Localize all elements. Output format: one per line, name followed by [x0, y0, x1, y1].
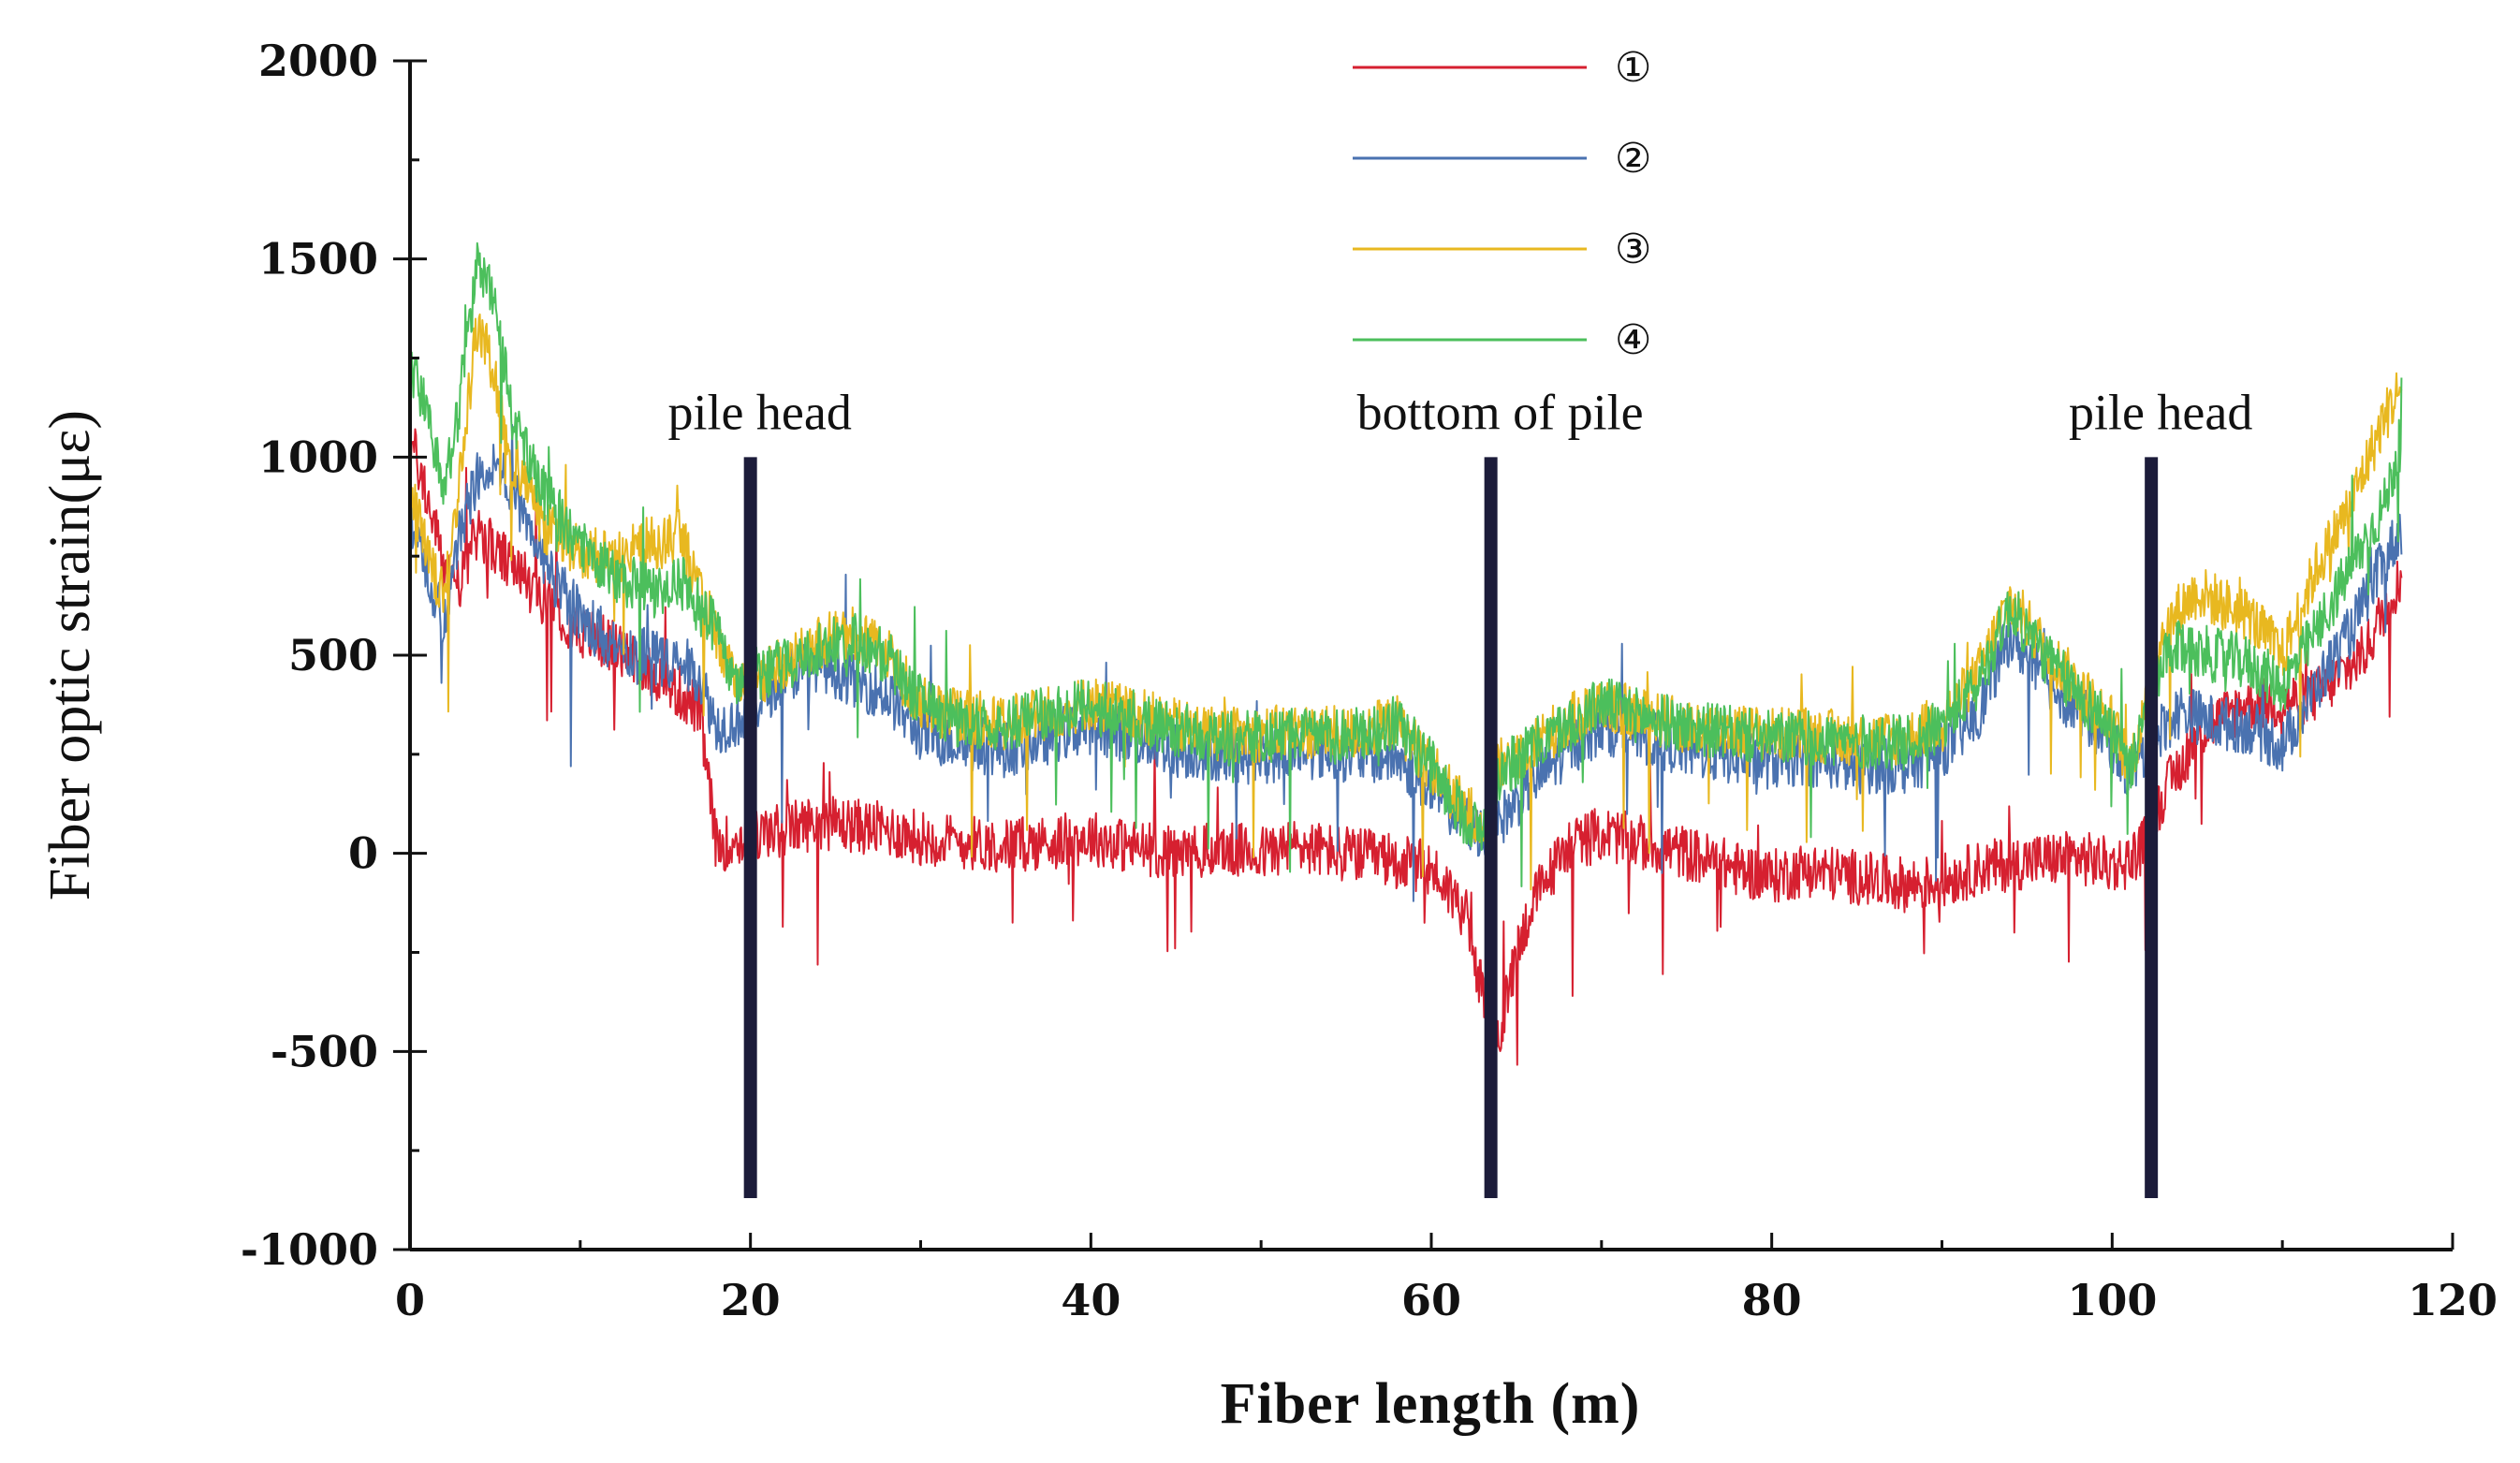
- y-tick-label: -500: [271, 1026, 378, 1076]
- series-layer: [409, 241, 2403, 1066]
- series-line-1: [409, 428, 2403, 1066]
- x-tick-label: 60: [1401, 1275, 1461, 1325]
- legend-label-3: ③: [1615, 226, 1651, 273]
- legend-label-4: ④: [1615, 316, 1651, 364]
- x-tick-label: 120: [2408, 1275, 2498, 1325]
- ticks: 0 20 40 60 80 100 120 -1000 -500 0 500 1000 1500 2000: [241, 36, 2498, 1325]
- y-tick-label: 1000: [258, 432, 378, 482]
- annotation-layer: pile head bottom of pile pile head: [667, 384, 2252, 1198]
- y-tick-label: 1500: [258, 234, 378, 285]
- legend: ① ② ③ ④: [1353, 44, 1651, 364]
- y-tick-label: 2000: [258, 36, 378, 86]
- annotation-label: bottom of pile: [1357, 384, 1644, 440]
- y-tick-label: 0: [348, 828, 378, 879]
- y-tick-label: 500: [288, 630, 378, 680]
- x-tick-label: 100: [2067, 1275, 2157, 1325]
- legend-label-2: ②: [1615, 135, 1651, 183]
- y-tick-label: -1000: [241, 1224, 378, 1275]
- x-tick-label: 20: [721, 1275, 781, 1325]
- x-tick-label: 0: [395, 1275, 425, 1325]
- x-tick-label: 40: [1061, 1275, 1121, 1325]
- x-axis-title: Fiber length (m): [1221, 1372, 1641, 1436]
- series-line-4: [409, 241, 2403, 887]
- x-tick-label: 80: [1742, 1275, 1802, 1325]
- annotation-label: pile head: [2069, 384, 2252, 440]
- legend-label-1: ①: [1615, 44, 1651, 92]
- y-axis-title: Fiber optic strain(με): [38, 410, 102, 900]
- annotation-label: pile head: [667, 384, 851, 440]
